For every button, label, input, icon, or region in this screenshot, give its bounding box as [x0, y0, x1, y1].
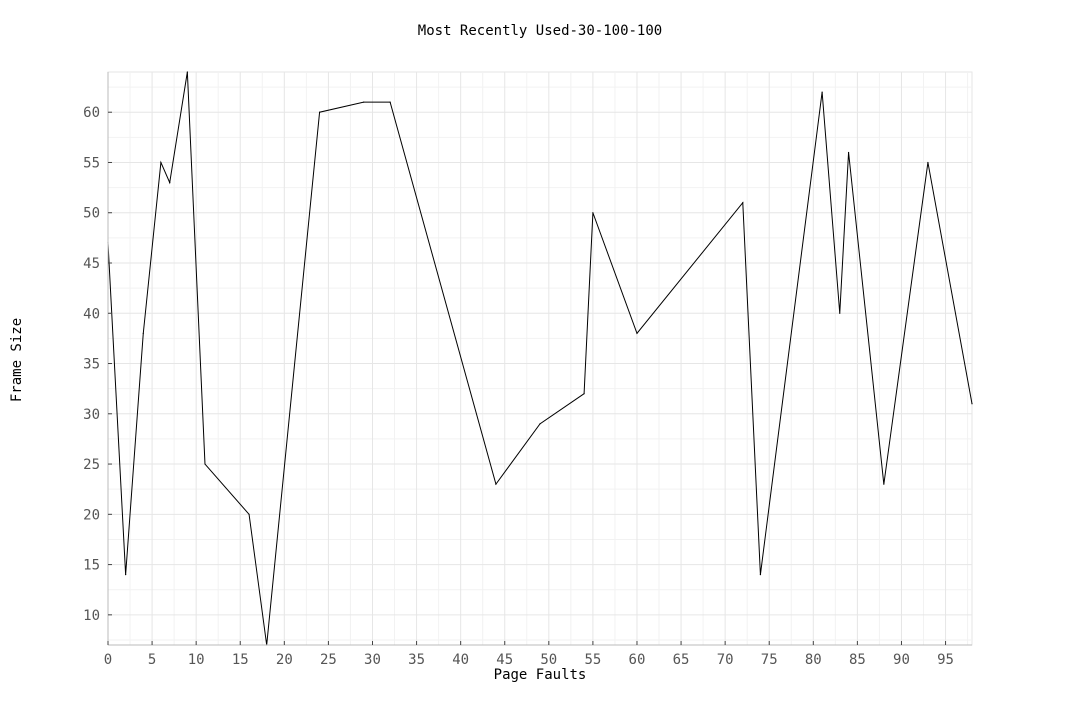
data-point: [883, 483, 885, 485]
x-tick-label: 0: [104, 652, 112, 668]
data-point: [847, 151, 850, 154]
x-tick-label: 50: [540, 652, 557, 668]
data-point: [821, 91, 823, 93]
grid-major: [107, 72, 972, 645]
y-tick-label: 15: [83, 558, 100, 574]
x-tick-label: 45: [496, 652, 513, 668]
y-tick-label: 20: [83, 507, 100, 523]
x-tick-label: 95: [937, 652, 954, 668]
data-point: [169, 181, 171, 184]
x-tick-label: 60: [629, 652, 646, 668]
x-tick-label: 25: [320, 652, 337, 668]
data-point: [142, 332, 144, 334]
data-point: [160, 161, 162, 164]
x-tick-label: 85: [849, 652, 866, 668]
data-point: [186, 71, 188, 73]
x-tick-label: 20: [276, 652, 293, 668]
y-tick-label: 30: [83, 407, 100, 423]
data-point: [248, 513, 250, 515]
y-tick-label: 40: [83, 306, 100, 322]
x-tick-label: 15: [232, 652, 249, 668]
y-tick-label: 55: [83, 155, 100, 171]
x-tick-label: 90: [893, 652, 910, 668]
y-tick-label: 25: [83, 457, 100, 473]
y-tick-label: 35: [83, 357, 100, 373]
x-tick-label: 55: [584, 652, 601, 668]
data-point: [636, 332, 638, 334]
data-point: [204, 463, 206, 465]
x-axis-label: Page Faults: [494, 667, 587, 683]
tick-layer: 0 5 10 15 20 25 30 35 40 45 50 55 60 65 70 75 80 85 90 95 10…: [83, 105, 954, 668]
y-tick-label: 10: [83, 608, 100, 624]
x-tick-label: 40: [452, 652, 469, 668]
y-axis-label: Frame Size: [9, 318, 25, 402]
data-point: [927, 161, 929, 164]
x-tick-label: 35: [408, 652, 425, 668]
y-tick-label: 50: [83, 206, 100, 222]
data-point: [742, 202, 744, 204]
data-point: [125, 574, 127, 576]
y-tick-label: 60: [83, 105, 100, 121]
chart-title: Most Recently Used-30-100-100: [418, 23, 662, 39]
data-point: [592, 212, 594, 214]
series-layer: [107, 71, 973, 646]
data-point: [495, 483, 497, 485]
data-point: [839, 312, 841, 314]
x-tick-label: 10: [188, 652, 205, 668]
x-tick-label: 65: [673, 652, 690, 668]
axes-layer: [107, 72, 972, 646]
x-tick-label: 5: [148, 652, 156, 668]
y-tick-label: 45: [83, 256, 100, 272]
grid-minor: [108, 72, 972, 645]
data-point: [363, 101, 365, 103]
x-tick-label: 70: [717, 652, 734, 668]
x-tick-label: 30: [364, 652, 381, 668]
data-point: [971, 403, 973, 405]
data-point: [759, 574, 762, 576]
data-point: [389, 101, 391, 103]
data-point: [318, 111, 321, 113]
x-tick-label: 80: [805, 652, 822, 668]
data-point: [583, 393, 585, 395]
plot-area: [107, 71, 973, 646]
data-point: [539, 423, 541, 425]
x-tick-label: 75: [761, 652, 778, 668]
